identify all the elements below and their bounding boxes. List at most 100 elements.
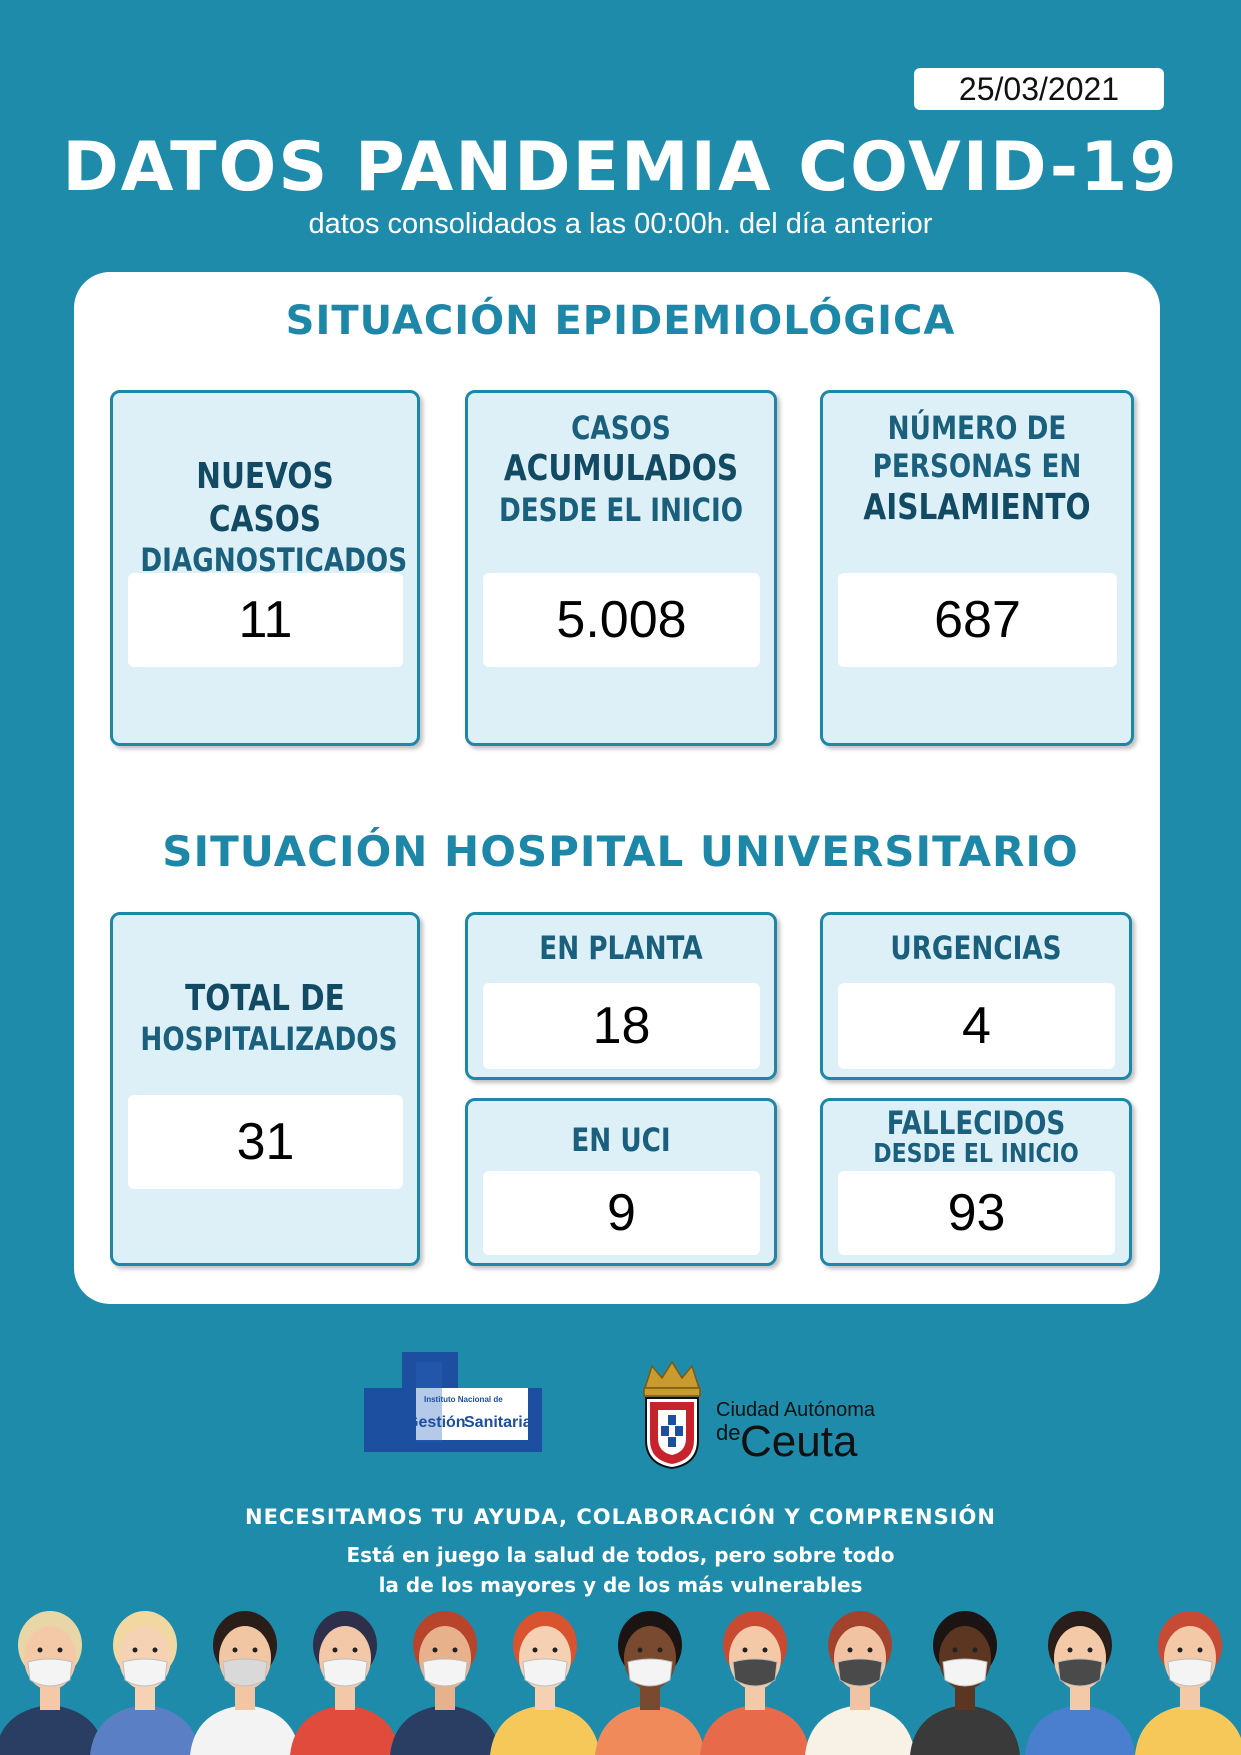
person-eye — [332, 1647, 338, 1653]
card-urgencias: URGENCIAS 4 — [820, 912, 1132, 1080]
person-eye — [232, 1647, 238, 1653]
person-eye — [1177, 1647, 1183, 1653]
person-neck — [955, 1688, 975, 1710]
person-neck — [535, 1688, 555, 1710]
card-urgencias-title: URGENCIAS — [823, 929, 1129, 967]
ingesa-logo: Instituto Nacional de Gestión Sanitaria — [364, 1352, 542, 1452]
person-eye — [637, 1647, 643, 1653]
card-title-line: URGENCIAS — [890, 929, 1062, 967]
footer-line-1: Está en juego la salud de todos, pero so… — [346, 1543, 895, 1567]
person-eye — [972, 1647, 978, 1653]
masked-person — [1135, 1611, 1241, 1755]
card-aislamiento: NÚMERO DE PERSONAS EN AISLAMIENTO 687 — [820, 390, 1134, 746]
card-planta-title: EN PLANTA — [468, 929, 774, 967]
person-neck — [745, 1688, 765, 1710]
person-neck — [640, 1688, 660, 1710]
person-neck — [235, 1688, 255, 1710]
face-mask-icon — [837, 1658, 883, 1687]
person-eye — [532, 1647, 538, 1653]
value-aislamiento: 687 — [838, 573, 1117, 667]
person-eye — [552, 1647, 558, 1653]
card-title-line: DESDE EL INICIO — [498, 490, 744, 529]
masked-person — [90, 1611, 200, 1755]
date-badge: 25/03/2021 — [914, 68, 1164, 110]
ceuta-line1: Ciudad Autónoma — [716, 1399, 876, 1421]
face-mask-icon — [522, 1658, 568, 1687]
person-eye — [152, 1647, 158, 1653]
card-title-line: EN PLANTA — [539, 929, 703, 967]
person-eye — [37, 1647, 43, 1653]
value-casos-acumulados: 5.008 — [483, 573, 760, 667]
person-body — [390, 1705, 500, 1755]
masked-person — [490, 1611, 600, 1755]
person-body — [0, 1705, 105, 1755]
ceuta-shield-icon — [645, 1397, 699, 1470]
masked-person — [0, 1611, 105, 1755]
person-body — [805, 1705, 915, 1755]
masked-person — [910, 1611, 1020, 1755]
person-eye — [57, 1647, 63, 1653]
footer-slogan: NECESITAMOS TU AYUDA, COLABORACIÓN Y COM… — [245, 1505, 996, 1529]
ceuta-name: Ceuta — [740, 1417, 858, 1466]
person-eye — [1067, 1647, 1073, 1653]
card-total-hospitalizados: TOTAL DE HOSPITALIZADOS 31 — [110, 912, 420, 1266]
person-eye — [432, 1647, 438, 1653]
card-title-line: ACUMULADOS — [503, 448, 739, 490]
person-eye — [657, 1647, 663, 1653]
ingesa-word-gestion: Gestión — [406, 1414, 466, 1431]
face-mask-icon — [122, 1658, 168, 1687]
card-title-line: NUEVOS CASOS — [196, 456, 334, 541]
person-body — [490, 1705, 600, 1755]
person-neck — [850, 1688, 870, 1710]
face-mask-icon — [1057, 1658, 1103, 1687]
card-casos-acumulados: CASOS ACUMULADOS DESDE EL INICIO 5.008 — [465, 390, 777, 746]
face-mask-icon — [27, 1658, 73, 1687]
face-mask-icon — [422, 1658, 468, 1687]
page-title: DATOS PANDEMIA COVID-19 — [62, 128, 1179, 207]
footer-line-2: la de los mayores y de los más vulnerabl… — [378, 1573, 863, 1597]
person-eye — [867, 1647, 873, 1653]
page-subtitle: datos consolidados a las 00:00h. del día… — [308, 208, 933, 240]
card-en-planta: EN PLANTA 18 — [465, 912, 777, 1080]
value-en-planta: 18 — [483, 983, 760, 1069]
card-title-line: NÚMERO DE — [887, 409, 1067, 447]
person-eye — [132, 1647, 138, 1653]
card-title-line: CASOS — [571, 409, 671, 447]
value-nuevos-casos: 11 — [128, 573, 403, 667]
person-neck — [435, 1688, 455, 1710]
card-total-title: TOTAL DE HOSPITALIZADOS — [113, 977, 417, 1059]
face-mask-icon — [322, 1658, 368, 1687]
masked-person — [700, 1611, 810, 1755]
card-title-line: FALLECIDOS — [886, 1104, 1066, 1142]
value-urgencias: 4 — [838, 983, 1115, 1069]
face-mask-icon — [942, 1658, 988, 1687]
masked-person — [390, 1611, 500, 1755]
face-mask-icon — [1167, 1658, 1213, 1687]
face-mask-icon — [627, 1658, 673, 1687]
card-title-line: DESDE EL INICIO — [873, 1138, 1079, 1169]
person-body — [595, 1705, 705, 1755]
section-title-hospital: SITUACIÓN HOSPITAL UNIVERSITARIO — [162, 827, 1079, 876]
person-eye — [1087, 1647, 1093, 1653]
ceuta-crown-icon — [643, 1360, 701, 1397]
ceuta-de: de — [716, 1420, 740, 1445]
card-nuevos-title: NUEVOS CASOS DIAGNOSTICADOS — [113, 455, 417, 580]
person-eye — [952, 1647, 958, 1653]
card-acumulados-title: CASOS ACUMULADOS DESDE EL INICIO — [468, 409, 774, 529]
value-total-hospitalizados: 31 — [128, 1095, 403, 1189]
section-title-epidemiologica: SITUACIÓN EPIDEMIOLÓGICA — [285, 298, 956, 344]
card-title-line: TOTAL DE — [185, 978, 345, 1019]
person-body — [90, 1705, 200, 1755]
card-title-line: EN UCI — [571, 1121, 671, 1159]
person-neck — [40, 1688, 60, 1710]
face-mask-icon — [222, 1658, 268, 1687]
masked-person — [190, 1611, 300, 1755]
masked-people-illustration — [0, 1611, 1241, 1755]
person-eye — [252, 1647, 258, 1653]
card-title-line: HOSPITALIZADOS — [140, 1020, 398, 1059]
person-body — [1135, 1705, 1241, 1755]
card-uci-title: EN UCI — [468, 1121, 774, 1159]
masked-person — [290, 1611, 400, 1755]
masked-person — [1025, 1611, 1135, 1755]
